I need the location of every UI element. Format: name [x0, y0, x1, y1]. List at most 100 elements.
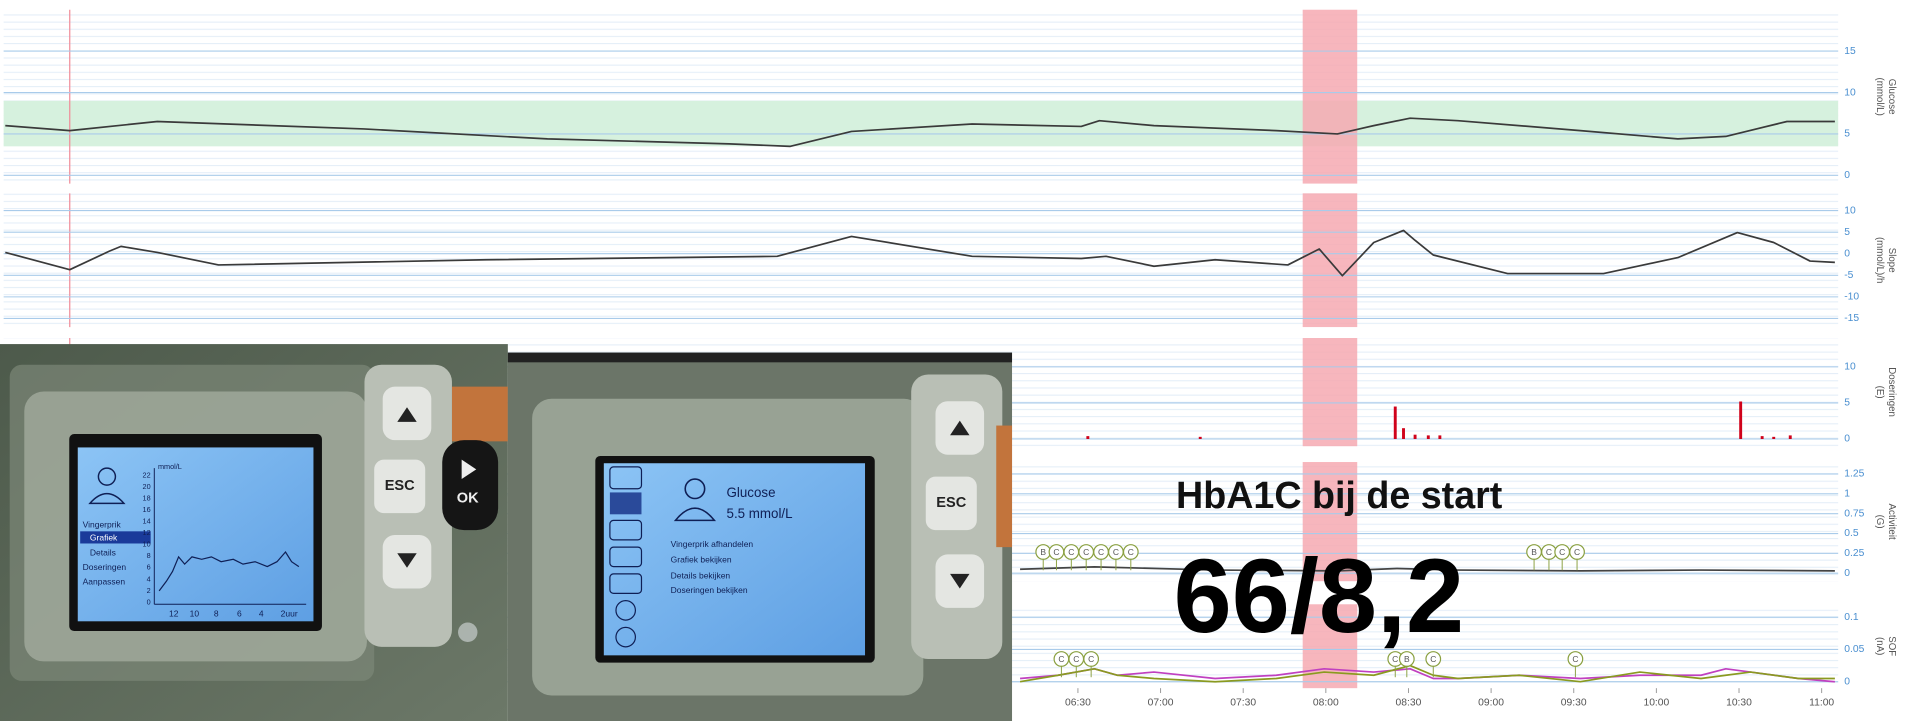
y-tick-label: 15 — [1844, 46, 1856, 57]
data-line — [5, 117, 1835, 148]
y-axis-label: (nA) — [1874, 637, 1885, 655]
screen-unit: mmol/L — [158, 462, 182, 471]
screen-tick: 8 — [147, 551, 151, 560]
data-line — [1020, 566, 1835, 572]
right-device-photo-part — [609, 492, 642, 515]
screen-tick: 22 — [143, 470, 151, 479]
screen-tick: 20 — [143, 482, 151, 491]
right-device-texts: Glucose 5.5 mmol/L Vingerprik afhandelen… — [671, 485, 967, 595]
overlay-value: 66/8,2 — [1174, 538, 1464, 655]
marker — [1083, 651, 1100, 667]
screen-tick: 18 — [143, 493, 151, 502]
right-device-photo-part — [609, 546, 643, 568]
marker — [1398, 651, 1415, 667]
bar — [1760, 436, 1764, 440]
right-device-photo-part — [609, 519, 643, 541]
button-label: OK — [457, 490, 479, 506]
screen-tick: 8 — [214, 608, 219, 618]
screen-menu-item: Vingerprik afhandelen — [671, 539, 754, 549]
y-tick-label: -10 — [1844, 292, 1859, 303]
marker-label: C — [1068, 547, 1074, 557]
right-device-photo-part — [615, 600, 637, 621]
screen-tick: 4 — [147, 574, 151, 583]
y-tick-label: -5 — [1844, 270, 1853, 281]
screen-menu-item: Doseringen bekijken — [671, 585, 748, 595]
left-device-photo — [0, 344, 508, 721]
marker-label: C — [1053, 547, 1059, 557]
right-device-photo-part — [603, 463, 866, 656]
y-tick-label: 0 — [1844, 170, 1850, 181]
right-device-photo-part — [996, 425, 1013, 548]
marker-label: C — [1073, 654, 1079, 664]
screen-menu-item: Grafiek — [90, 532, 118, 542]
screen-tick: 6 — [147, 563, 151, 572]
left-device-photo-part — [458, 622, 478, 642]
marker-label: C — [1088, 654, 1094, 664]
screen-tick: 6 — [237, 608, 242, 618]
right-device-photo-part — [673, 507, 717, 522]
x-tick-label: 06:30 — [1065, 697, 1091, 708]
screen-tick: 14 — [143, 517, 151, 526]
screen-tick: 12 — [169, 608, 179, 618]
y-axis-label: Slope — [1886, 248, 1897, 273]
screen-menu-item: Grafiek bekijken — [671, 555, 732, 565]
marker-label: B — [1040, 547, 1046, 557]
y-tick-label: 5 — [1844, 227, 1850, 238]
y-tick-label: 10 — [1844, 362, 1856, 373]
marker — [1122, 544, 1139, 560]
x-tick-label: 11:00 — [1809, 697, 1834, 708]
y-axis-label: SOF — [1886, 636, 1897, 656]
y-tick-label: 0 — [1844, 676, 1850, 687]
y-axis-label: (E) — [1874, 386, 1885, 399]
right-device-photo-part — [615, 626, 637, 648]
bar — [1772, 436, 1776, 440]
y-tick-label: 0.1 — [1844, 612, 1859, 623]
right-device-photo-part — [609, 466, 643, 490]
marker — [1425, 651, 1442, 667]
marker-label: C — [1574, 547, 1580, 557]
marker-label: C — [1546, 547, 1552, 557]
screen-menu-item: Vingerprik — [83, 519, 122, 529]
marker-label: C — [1559, 547, 1565, 557]
bar — [1739, 401, 1743, 440]
highlight-band — [1302, 462, 1358, 582]
y-tick-label: 10 — [1844, 87, 1856, 98]
left-device-photo-part — [461, 459, 477, 480]
left-device-photo-part — [374, 459, 426, 514]
screen-tick: 0 — [147, 597, 151, 606]
y-tick-label: 1 — [1844, 489, 1850, 500]
screen-tick: 2uur — [281, 608, 298, 618]
minor-grid — [3, 193, 1839, 328]
left-device-photo-part — [158, 550, 300, 592]
y-tick-label: 0.75 — [1844, 508, 1864, 519]
chart-panel: 0 5 10 15 Glucose(mmol/L) — [3, 9, 1897, 184]
left-device-photo-part — [88, 492, 126, 505]
x-tick-label: 08:30 — [1396, 697, 1422, 708]
y-tick-label: 0 — [1844, 434, 1850, 445]
bar — [1438, 435, 1442, 440]
x-tick-label: 07:00 — [1148, 697, 1174, 708]
left-device-photo-part — [442, 440, 499, 531]
y-axis-label: (mmol/L)/h — [1874, 237, 1885, 283]
right-device-photo — [507, 352, 1013, 721]
y-axis-label: Doseringen — [1886, 367, 1897, 417]
x-tick-label: 08:00 — [1313, 697, 1339, 708]
y-axis-label: (mmol/L) — [1874, 77, 1885, 115]
marker-label: B — [1404, 654, 1410, 664]
marker-label: C — [1430, 654, 1436, 664]
data-line — [1020, 667, 1835, 683]
y-axis-label: (G) — [1874, 515, 1885, 529]
y-tick-label: 0 — [1844, 568, 1850, 579]
marker-label: C — [1128, 547, 1134, 557]
marker-label: C — [1113, 547, 1119, 557]
right-device-photo-part — [507, 352, 1013, 363]
left-device-photo-part — [397, 553, 417, 568]
data-line — [5, 229, 1835, 277]
screen-value: 5.5 mmol/L — [727, 506, 793, 521]
bar — [1413, 434, 1417, 440]
left-device-photo-part — [451, 386, 508, 442]
screen-title: Glucose — [727, 485, 776, 500]
x-tick-label: 10:00 — [1643, 697, 1669, 708]
